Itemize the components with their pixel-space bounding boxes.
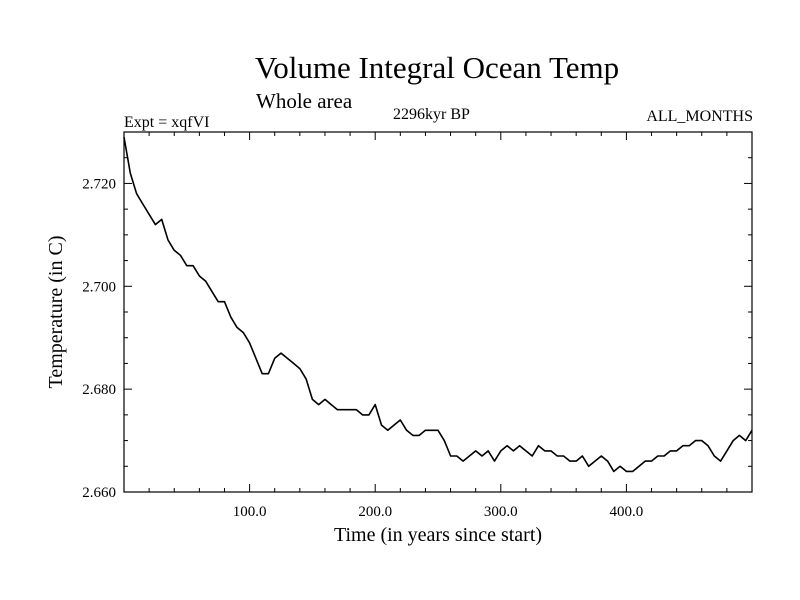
- months-label: ALL_MONTHS: [646, 108, 753, 125]
- plot-frame: [123, 131, 753, 493]
- y-tick-label: 2.680: [82, 382, 116, 398]
- y-tick-labels: 2.660 2.680 2.700 2.720: [82, 176, 116, 501]
- y-tick-label: 2.660: [82, 485, 116, 501]
- ticks-layer: [124, 132, 752, 492]
- x-tick-label: 100.0: [233, 504, 267, 520]
- series-line: [123, 136, 753, 473]
- chart-title: Volume Integral Ocean Temp: [254, 50, 620, 85]
- x-tick-label: 400.0: [610, 504, 644, 520]
- series-layer: [123, 136, 753, 473]
- period-label: 2296kyr BP: [393, 106, 470, 123]
- x-tick-label: 300.0: [484, 504, 518, 520]
- experiment-label: Expt = xqfVI: [124, 114, 210, 131]
- chart-subtitle: Whole area: [256, 89, 353, 113]
- x-tick-labels: 100.0 200.0 300.0 400.0: [233, 504, 644, 520]
- y-tick-label: 2.720: [82, 176, 116, 192]
- y-axis-label: Temperature (in C): [45, 236, 67, 389]
- y-tick-label: 2.700: [82, 279, 116, 295]
- x-axis-label: Time (in years since start): [334, 524, 542, 546]
- x-tick-label: 200.0: [358, 504, 392, 520]
